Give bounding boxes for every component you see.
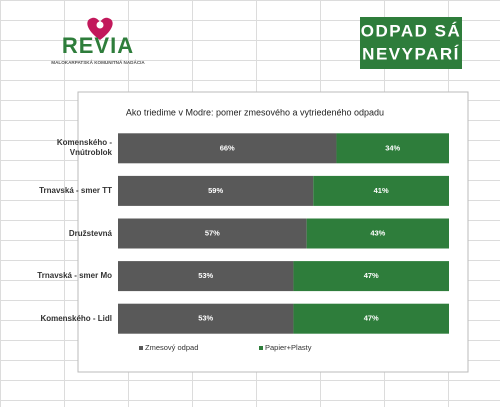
bar-segment	[306, 218, 449, 249]
logo-right: ODPAD SÁ NEVYPARÍ	[360, 17, 462, 69]
value-label: 53%	[198, 314, 213, 323]
chart-title: Ako triedime v Modre: pomer zmesového a …	[126, 107, 384, 117]
category-label: Komenského - Vnútroblok	[56, 138, 112, 158]
bar-segment	[293, 303, 449, 334]
value-label: 57%	[205, 228, 220, 237]
legend-label: Zmesový odpad	[145, 343, 198, 352]
value-label: 43%	[370, 228, 385, 237]
value-label: 41%	[374, 186, 389, 195]
category-label: Družstevná	[68, 228, 112, 238]
bar-segment	[313, 175, 449, 206]
value-label: 59%	[208, 186, 223, 195]
logo-left: REVIA MALOKARPATSKÁ KOMUNITNÁ NADÁCIA	[51, 17, 145, 65]
logo-text: REVIA	[62, 33, 134, 58]
logo-line: NEVYPARÍ	[362, 44, 460, 63]
logo-box	[360, 17, 462, 69]
bar-segment	[336, 133, 449, 164]
legend-swatch	[259, 346, 263, 350]
legend-label: Papier+Plasty	[265, 343, 312, 352]
value-label: 34%	[385, 143, 400, 152]
bar-segment	[118, 303, 294, 334]
heart-icon	[87, 17, 113, 40]
value-label: 53%	[198, 271, 213, 280]
category-label: Trnavská - smer TT	[39, 185, 112, 195]
category-label: Komenského - Lidl	[40, 313, 112, 323]
logo-line: ODPAD SÁ	[361, 21, 461, 40]
value-label: 47%	[364, 314, 379, 323]
logo-subtitle: MALOKARPATSKÁ KOMUNITNÁ NADÁCIA	[51, 59, 145, 65]
value-label: 66%	[220, 143, 235, 152]
bar-segment	[118, 261, 294, 292]
value-label: 47%	[364, 271, 379, 280]
legend-swatch	[139, 346, 143, 350]
bar-segment	[293, 261, 449, 292]
bar-segment	[118, 175, 314, 206]
category-label: Trnavská - smer Mo	[37, 271, 112, 281]
heart-dot	[96, 21, 104, 29]
bar-segment	[118, 133, 337, 164]
bar-segment	[118, 218, 307, 249]
